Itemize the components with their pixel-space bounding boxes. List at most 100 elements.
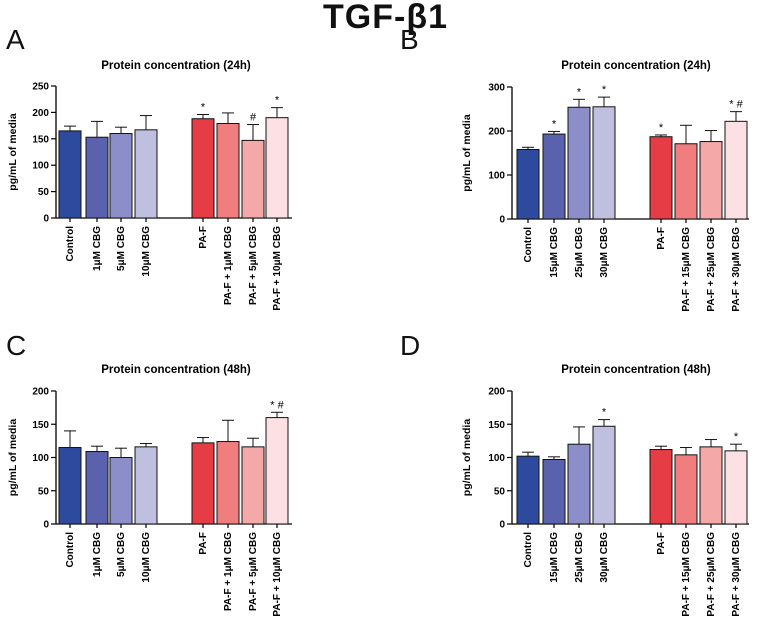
chart-panel-d: Protein concentration (48h) pg/mL of medi… bbox=[461, 364, 749, 617]
x-tick-label: PA-F + 5μM CBG bbox=[248, 532, 259, 611]
figure-title: TGF-β1 bbox=[323, 0, 448, 36]
x-tick-label: 5μM CBG bbox=[116, 226, 127, 271]
bar bbox=[58, 130, 82, 219]
y-tick-label: 100 bbox=[488, 171, 505, 182]
x-tick-label: 1μM CBG bbox=[92, 532, 103, 577]
significance-marker: # bbox=[250, 112, 257, 124]
x-tick-label: PA-F + 25μM CBG bbox=[706, 532, 717, 617]
x-tick-label: 5μM CBG bbox=[116, 532, 127, 577]
x-tick-label: PA-F + 15μM CBG bbox=[681, 227, 692, 312]
y-tick-label: 300 bbox=[488, 83, 505, 94]
y-tick-label: 200 bbox=[488, 127, 505, 138]
bar bbox=[724, 450, 748, 525]
x-tick-label: 25μM CBG bbox=[574, 532, 585, 583]
y-tick-label: 50 bbox=[38, 187, 50, 198]
bar bbox=[649, 449, 673, 525]
bar bbox=[85, 451, 109, 525]
x-tick-label: PA-F + 1μM CBG bbox=[223, 226, 234, 305]
significance-marker: * bbox=[275, 95, 280, 107]
chart-title: Protein concentration (24h) bbox=[561, 60, 711, 72]
bar bbox=[191, 442, 215, 525]
bar bbox=[265, 117, 289, 219]
bar bbox=[58, 447, 82, 525]
significance-marker: * # bbox=[729, 99, 743, 111]
x-tick-label: 1μM CBG bbox=[92, 226, 103, 271]
bar bbox=[699, 446, 723, 525]
x-tick-label: PA-F bbox=[198, 226, 209, 249]
y-tick-label: 0 bbox=[43, 520, 49, 531]
x-tick-label: PA-F + 25μM CBG bbox=[706, 227, 717, 312]
y-tick-label: 100 bbox=[32, 161, 49, 172]
bar bbox=[134, 129, 158, 219]
bar bbox=[109, 457, 133, 525]
x-tick-label: PA-F + 5μM CBG bbox=[248, 226, 259, 305]
significance-marker: * bbox=[201, 102, 206, 114]
x-tick-label: PA-F + 1μM CBG bbox=[223, 532, 234, 611]
y-tick-label: 0 bbox=[499, 520, 505, 531]
bar bbox=[265, 417, 289, 525]
chart-title: Protein concentration (48h) bbox=[561, 364, 711, 376]
y-tick-label: 0 bbox=[43, 214, 49, 225]
chart-title: Protein concentration (48h) bbox=[101, 364, 251, 376]
bar bbox=[592, 106, 616, 220]
bar bbox=[567, 443, 591, 525]
y-axis-label: pg/mL of media bbox=[7, 419, 19, 497]
y-tick-label: 50 bbox=[38, 486, 50, 497]
bar bbox=[516, 455, 540, 525]
significance-marker: * bbox=[552, 118, 557, 130]
x-tick-label: PA-F bbox=[656, 227, 667, 250]
chart-panel-a: Protein concentration (24h) pg/mL of medi… bbox=[7, 60, 292, 311]
bar bbox=[567, 106, 591, 220]
x-tick-label: Control bbox=[65, 532, 76, 568]
bar bbox=[674, 143, 698, 220]
bar bbox=[674, 454, 698, 525]
y-tick-label: 150 bbox=[488, 420, 505, 431]
x-tick-label: 10μM CBG bbox=[141, 532, 152, 583]
x-tick-label: PA-F + 15μM CBG bbox=[681, 532, 692, 617]
significance-marker: * bbox=[602, 84, 607, 96]
x-tick-label: 25μM CBG bbox=[574, 227, 585, 278]
panel-letter-c: C bbox=[6, 330, 27, 361]
y-tick-label: 150 bbox=[32, 420, 49, 431]
y-tick-label: 200 bbox=[488, 387, 505, 398]
significance-marker: * bbox=[659, 122, 664, 134]
y-tick-label: 250 bbox=[32, 82, 49, 93]
x-tick-label: 30μM CBG bbox=[599, 227, 610, 278]
bar bbox=[516, 148, 540, 220]
x-tick-label: PA-F + 10μM CBG bbox=[272, 226, 283, 311]
significance-marker: * bbox=[734, 431, 739, 443]
x-tick-label: PA-F bbox=[198, 532, 209, 555]
panel-letter-a: A bbox=[6, 24, 25, 55]
y-axis-label: pg/mL of media bbox=[461, 114, 473, 192]
bar bbox=[191, 118, 215, 219]
bar bbox=[699, 141, 723, 220]
x-tick-label: PA-F + 10μM CBG bbox=[272, 532, 283, 617]
x-tick-label: 10μM CBG bbox=[141, 226, 152, 277]
bar bbox=[216, 441, 240, 525]
bar bbox=[241, 139, 265, 219]
y-tick-label: 50 bbox=[494, 486, 506, 497]
bar bbox=[542, 133, 566, 220]
bar bbox=[134, 446, 158, 525]
bar bbox=[241, 446, 265, 525]
y-tick-label: 200 bbox=[32, 387, 49, 398]
y-tick-label: 150 bbox=[32, 134, 49, 145]
significance-marker: * # bbox=[270, 399, 284, 411]
y-axis-label: pg/mL of media bbox=[7, 113, 19, 191]
panel-letter-d: D bbox=[400, 330, 421, 361]
chart-panel-b: Protein concentration (24h) pg/mL of medi… bbox=[461, 60, 749, 312]
y-tick-label: 100 bbox=[488, 453, 505, 464]
x-tick-label: 30μM CBG bbox=[599, 532, 610, 583]
x-tick-label: 15μM CBG bbox=[549, 532, 560, 583]
y-tick-label: 200 bbox=[32, 108, 49, 119]
significance-marker: * bbox=[602, 407, 607, 419]
y-axis-label: pg/mL of media bbox=[461, 419, 473, 497]
x-tick-label: Control bbox=[523, 532, 534, 568]
x-tick-label: PA-F + 30μM CBG bbox=[731, 227, 742, 312]
x-tick-label: PA-F + 30μM CBG bbox=[731, 532, 742, 617]
panel-letter-b: B bbox=[400, 24, 419, 55]
chart-title: Protein concentration (24h) bbox=[101, 60, 251, 72]
x-tick-label: PA-F bbox=[656, 532, 667, 555]
bar bbox=[542, 458, 566, 525]
significance-marker: * bbox=[577, 86, 582, 98]
